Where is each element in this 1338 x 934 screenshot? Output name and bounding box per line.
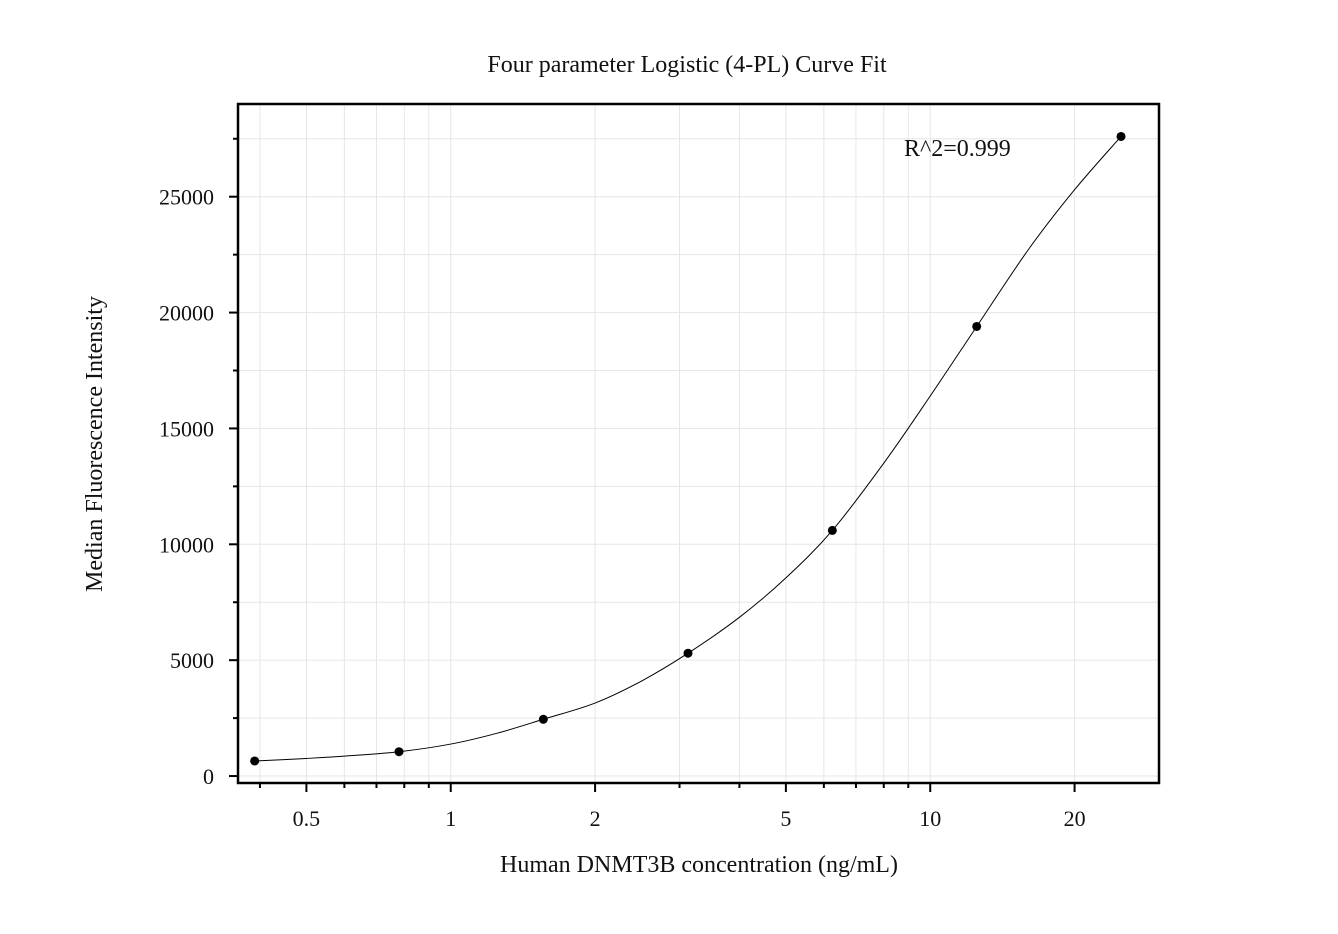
y-tick-label: 0: [203, 764, 214, 789]
data-point: [683, 648, 693, 658]
x-axis-tick-labels: 0.5 1 2 5 10 20: [293, 806, 1086, 831]
y-tick-label: 20000: [159, 301, 214, 326]
data-point: [827, 525, 837, 535]
r-squared-annotation: R^2=0.999: [904, 136, 1011, 162]
data-point: [1116, 131, 1126, 141]
y-axis-tick-labels: 0 5000 10000 15000 20000 25000: [159, 185, 214, 789]
data-point: [250, 756, 260, 766]
data-points: [250, 131, 1126, 766]
data-point: [538, 714, 548, 724]
axis-ticks: [229, 137, 1076, 792]
fit-curve: [254, 136, 1122, 762]
x-tick-label: 20: [1064, 806, 1086, 831]
grid: [238, 104, 1159, 783]
data-point: [394, 747, 404, 757]
chart-title: Four parameter Logistic (4-PL) Curve Fit: [487, 52, 887, 78]
x-tick-label: 5: [780, 806, 791, 831]
x-axis-label: Human DNMT3B concentration (ng/mL): [500, 852, 898, 878]
y-tick-label: 15000: [159, 416, 214, 441]
x-tick-label: 0.5: [293, 806, 321, 831]
plot-frame: [236, 102, 1161, 785]
x-tick-label: 1: [445, 806, 456, 831]
y-axis-label: Median Fluorescence Intensity: [82, 296, 108, 592]
y-tick-label: 5000: [170, 648, 214, 673]
y-tick-label: 10000: [159, 532, 214, 557]
data-point: [972, 321, 982, 331]
x-tick-label: 10: [919, 806, 941, 831]
x-tick-label: 2: [590, 806, 601, 831]
y-tick-label: 25000: [159, 185, 214, 210]
